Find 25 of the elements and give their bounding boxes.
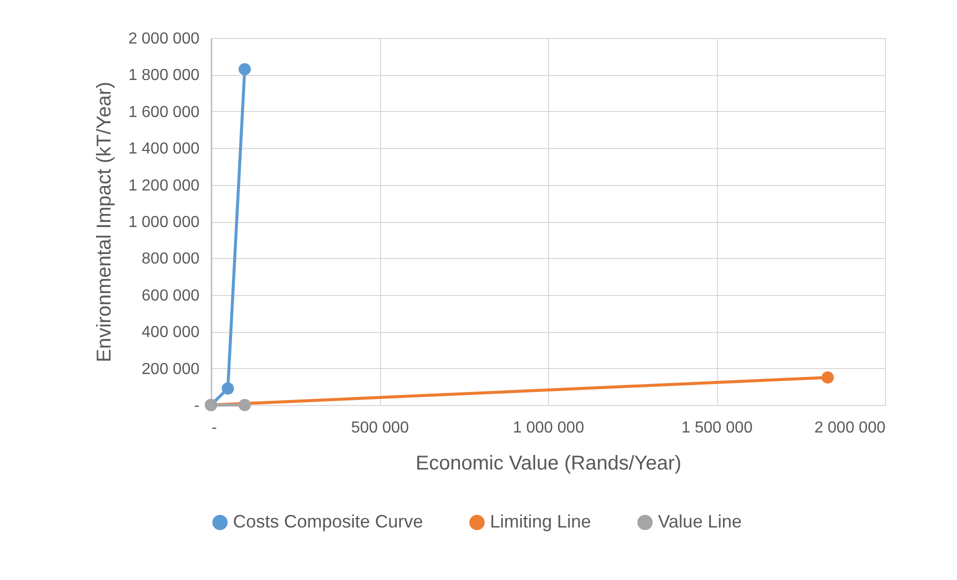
x-tick-label: 1 000 000	[512, 420, 584, 436]
y-axis-title: Environmental Impact (kT/Year)	[93, 82, 116, 362]
x-tick-label: 1 500 000	[681, 420, 753, 436]
point	[222, 382, 234, 395]
y-tick-label: -	[194, 398, 200, 414]
point	[822, 371, 834, 384]
y-tick-label: 1 800 000	[128, 67, 200, 84]
y-tick-label: 1 600 000	[128, 104, 200, 121]
y-tick-label: 1 200 000	[128, 177, 200, 194]
y-tick-label: 400 000	[142, 324, 200, 342]
x-tick-label: 500 000	[351, 420, 410, 436]
point	[238, 63, 251, 76]
y-tick-label: 1 400 000	[128, 140, 200, 158]
point	[238, 398, 251, 412]
y-tick-label: 2 000 000	[128, 30, 200, 48]
x-tick-label: 2 000 000	[814, 420, 886, 436]
y-tick-label: 200 000	[142, 360, 200, 378]
y-tick-label: 800 000	[142, 250, 200, 268]
y-tick-label: 1 000 000	[128, 214, 200, 231]
x-tick-label: -	[212, 420, 217, 436]
y-tick-label: 600 000	[142, 287, 200, 304]
x-axis-title: Economic Value (Rands/Year)	[416, 452, 682, 474]
legend-label: Costs Composite Curve	[233, 511, 424, 532]
legend-label: Value Line	[658, 511, 742, 532]
legend-label: Limiting Line	[490, 511, 592, 532]
